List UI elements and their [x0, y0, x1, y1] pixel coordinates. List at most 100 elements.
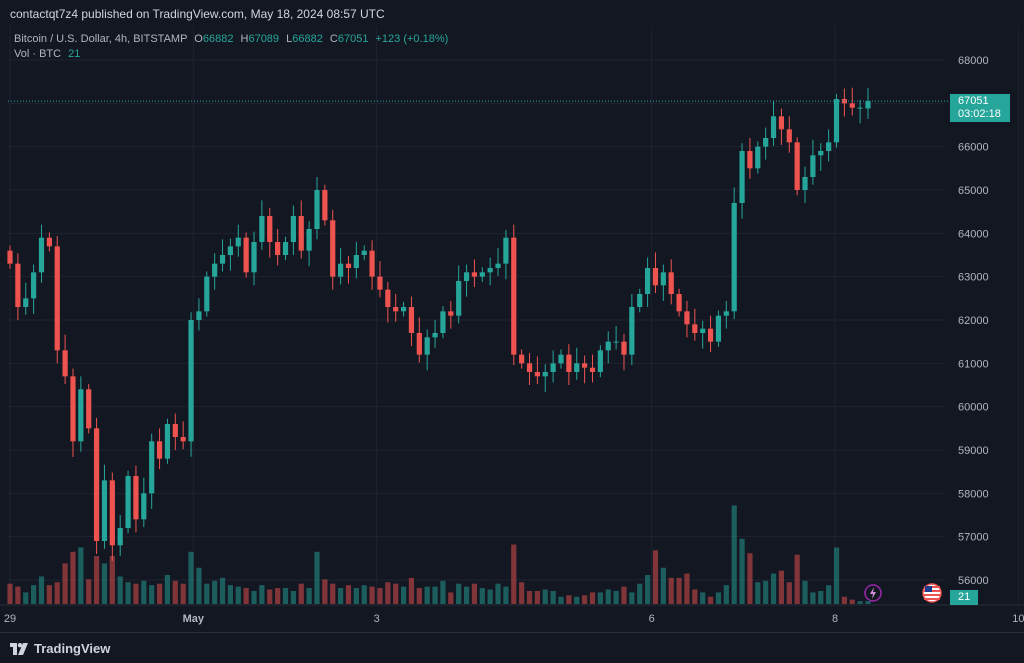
- candle-body: [432, 333, 438, 338]
- candle-body: [125, 476, 131, 528]
- volume-bar: [463, 586, 470, 604]
- candle-body: [38, 237, 45, 273]
- volume-bar: [196, 567, 202, 604]
- volume-bar: [149, 585, 155, 604]
- candle-body: [652, 268, 659, 286]
- publish-info: contactqt7z4 published on TradingView.co…: [10, 7, 385, 21]
- volume-bar: [156, 583, 163, 604]
- y-tick-label: 64000: [958, 228, 989, 240]
- candle-body: [188, 320, 194, 442]
- volume-bar: [574, 596, 580, 604]
- tradingview-logo[interactable]: TradingView: [10, 641, 110, 656]
- volume-bar: [400, 586, 407, 604]
- symbol-title[interactable]: Bitcoin / U.S. Dollar, 4h, BITSTAMP: [14, 33, 188, 45]
- volume-tag-value: 21: [958, 591, 971, 603]
- volume-bar: [802, 580, 808, 604]
- candle-body: [660, 272, 666, 286]
- volume-bar: [503, 586, 509, 604]
- volume-bar: [841, 596, 847, 604]
- candle-body: [589, 367, 596, 372]
- y-tick-label: 61000: [958, 358, 989, 370]
- volume-bar: [495, 583, 501, 604]
- candle-body: [141, 493, 147, 520]
- candle-body: [511, 237, 517, 355]
- candle-body: [849, 103, 855, 108]
- candle-body: [448, 311, 454, 316]
- candle-body: [243, 237, 249, 273]
- candle-body: [369, 250, 375, 277]
- candle-body: [495, 263, 501, 268]
- close-value: 67051: [337, 33, 369, 45]
- volume-bar: [117, 576, 123, 604]
- high-value: 67089: [248, 33, 280, 45]
- volume-bar: [377, 588, 383, 604]
- volume-bar: [550, 590, 556, 604]
- last-price-tag: 67051 03:02:18: [950, 94, 1010, 122]
- volume-bar: [692, 589, 698, 604]
- volume-bar: [424, 586, 430, 604]
- volume-bar: [251, 590, 257, 604]
- volume-bar: [345, 585, 352, 604]
- volume-bar: [219, 577, 226, 604]
- candle-body: [298, 216, 304, 251]
- volume-bar: [794, 554, 800, 604]
- candle-body: [377, 276, 383, 290]
- candle-body: [93, 428, 100, 541]
- candle-body: [723, 311, 729, 316]
- candle-body: [7, 250, 13, 264]
- volume-bar: [778, 570, 785, 604]
- volume-bar: [833, 547, 840, 604]
- volume-bar: [7, 583, 13, 604]
- candle-body: [212, 263, 218, 277]
- y-tick-label: 66000: [958, 142, 989, 154]
- volume-bar: [440, 580, 446, 604]
- candle-body: [558, 354, 564, 364]
- candle-body: [133, 476, 139, 520]
- volume-bar: [15, 586, 21, 604]
- candle-body: [542, 372, 548, 377]
- volume-bar: [511, 544, 517, 604]
- candle-body: [440, 311, 446, 333]
- volume-bar: [731, 505, 737, 604]
- volume-price-tag: 21: [950, 590, 978, 605]
- candle-body: [54, 246, 60, 351]
- volume-bar: [298, 583, 304, 604]
- candle-body: [338, 263, 344, 277]
- volume-bar: [385, 582, 391, 604]
- candle-body: [865, 101, 871, 109]
- volume-bar: [227, 585, 234, 604]
- candle-body: [290, 216, 296, 242]
- top-bar: contactqt7z4 published on TradingView.co…: [0, 0, 1024, 26]
- volume-bar: [338, 588, 344, 604]
- volume-bar: [723, 585, 729, 604]
- candle-body: [802, 177, 808, 190]
- close-label: C: [329, 33, 338, 45]
- candle-body: [101, 480, 108, 541]
- volume-bar: [589, 592, 596, 604]
- x-tick-label: 6: [649, 613, 655, 625]
- volume-label[interactable]: Vol · BTC: [14, 48, 62, 60]
- candle-body: [117, 528, 123, 546]
- volume-bar: [613, 590, 619, 604]
- candle-body: [196, 311, 202, 320]
- candle-body: [731, 203, 737, 312]
- y-tick-label: 62000: [958, 315, 989, 327]
- candle-body: [227, 246, 234, 255]
- volume-bar: [314, 551, 320, 604]
- candle-body: [597, 350, 603, 372]
- volume-bar: [818, 590, 824, 604]
- y-tick-label: 58000: [958, 488, 989, 500]
- volume-bar: [770, 573, 777, 604]
- candle-body: [778, 116, 785, 130]
- price-chart[interactable]: 56000 57000 58000 59000 60000 61000 62000 63000…: [0, 26, 1024, 632]
- volume-bar: [471, 583, 478, 604]
- open-label: O: [194, 33, 203, 45]
- candle-body: [692, 324, 698, 333]
- candle-body: [755, 146, 761, 169]
- candle-body: [794, 142, 800, 190]
- volume-bar: [267, 589, 273, 604]
- volume-value: 21: [68, 48, 81, 60]
- volume-bar: [605, 589, 611, 604]
- chart-legend: Bitcoin / U.S. Dollar, 4h, BITSTAMP O668…: [14, 32, 448, 62]
- candle-countdown: 03:02:18: [958, 108, 1001, 120]
